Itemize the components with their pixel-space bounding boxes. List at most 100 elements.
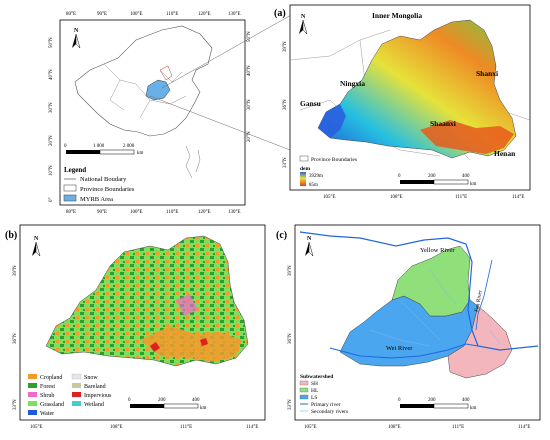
lat-tick: 10°N — [49, 165, 54, 176]
legend-entry: LS — [299, 394, 317, 401]
legend-entry: Water — [28, 410, 54, 417]
scale-unit: km — [470, 182, 477, 187]
inset-province-lines — [103, 63, 187, 119]
panel-c-label: (c) — [276, 230, 287, 241]
lat-tick: 30°N — [247, 99, 252, 110]
panel-c-scale-bar: 0 200 400 km — [398, 398, 477, 411]
inset-legend: Legend National Boudary Province Boundar… — [63, 166, 135, 203]
landuse-basin — [45, 235, 249, 367]
landuse-cropland — [140, 326, 242, 362]
lon-tick: 111°E — [452, 425, 464, 430]
panel-b-label: (b) — [5, 230, 17, 241]
panel-b-lat-ticks: 39°N 36°N 33°N — [13, 265, 18, 410]
legend-primary: Primary river — [311, 402, 341, 408]
north-arrow-icon — [72, 34, 76, 48]
lon-tick: 110°E — [166, 12, 178, 17]
panel-a: (a) N Inner Mongolia Ningxia Gansu Shanx… — [274, 4, 531, 200]
zoom-connector — [161, 9, 301, 89]
legend-entry: Bareland — [72, 383, 106, 390]
svg-text:Impervious: Impervious — [84, 393, 112, 399]
legend-boundary: Province Boundaries — [311, 157, 357, 163]
panel-c-north-arrow: N — [305, 236, 314, 257]
wei-river — [329, 343, 479, 359]
lon-tick: 80°E — [66, 12, 76, 17]
panel-b-lon-ticks: 105°E 108°E 111°E 114°E — [30, 425, 258, 430]
panel-a-label: (a) — [274, 8, 286, 19]
lat-tick: 39°N — [283, 41, 288, 52]
inset-scale-bar: 0 1 000 2 000 km — [64, 144, 144, 156]
panel-b-legend: Cropland Forest Shrub Grassland Water Sn… — [28, 373, 112, 417]
legend-entry: Wetland — [72, 401, 104, 408]
legend-entry: HL — [299, 387, 319, 394]
dem-colorbar — [300, 172, 306, 186]
dem-highland — [318, 104, 346, 138]
secondary-rivers — [369, 269, 501, 347]
lon-tick: 90°E — [97, 12, 107, 17]
myrb-highlight — [159, 65, 173, 81]
lat-tick: 33°N — [288, 399, 293, 410]
place-henan: Henan — [494, 149, 516, 158]
china-outline — [74, 25, 213, 137]
legend-item: National Boudary — [80, 176, 127, 183]
legend-dem-title: dem — [300, 166, 311, 172]
panel-a-inset: 80°E 90°E 100°E 110°E 120°E 130°E 80°E 9… — [49, 12, 252, 215]
panel-a-lat-ticks: 39°N 36°N 33°N — [283, 41, 288, 168]
legend-entry: Snow — [71, 373, 98, 381]
landuse-impervious — [150, 338, 208, 352]
lon-tick: 111°E — [455, 195, 467, 200]
place-shanxi: Shanxi — [476, 69, 498, 78]
legend-entry: Grassland — [28, 401, 64, 408]
lon-tick: 130°E — [228, 12, 241, 17]
fen-river — [475, 259, 493, 331]
lon-tick: 90°E — [97, 210, 107, 215]
subwatershed-sh — [447, 305, 513, 379]
svg-text:Grassland: Grassland — [40, 402, 64, 408]
svg-text:Bareland: Bareland — [84, 384, 106, 390]
lat-tick: 40°N — [247, 65, 252, 76]
lon-tick: 108°E — [390, 195, 403, 200]
panel-c-lat-ticks: 39°N 36°N 33°N — [288, 265, 293, 410]
legend-province-swatch — [63, 184, 77, 192]
lat-tick: 30°N — [49, 102, 54, 113]
panel-c-legend: Subwatershed SH HL LS Primary river Seco… — [299, 374, 348, 415]
north-label: N — [74, 28, 79, 34]
lon-tick: 114°E — [512, 195, 524, 200]
lon-tick: 108°E — [388, 425, 401, 430]
scale-mid: 200 — [428, 398, 436, 403]
panel-b-scale-bar: 0 200 400 km — [128, 398, 207, 411]
north-label: N — [301, 14, 306, 20]
svg-text:Water: Water — [40, 411, 54, 417]
lat-tick: 39°N — [13, 265, 18, 276]
lat-tick: 40°N — [49, 69, 54, 80]
inset-lon-ticks: 80°E 90°E 100°E 110°E 120°E 130°E 80°E 9… — [66, 12, 241, 215]
myrb-area — [145, 79, 171, 101]
svg-text:HL: HL — [311, 388, 319, 394]
place-shaanxi: Shaanxi — [430, 119, 456, 128]
lon-tick: 80°E — [66, 210, 76, 215]
label-wei-river: Wei River — [386, 345, 413, 352]
svg-text:Shrub: Shrub — [40, 393, 54, 399]
legend-entry: Forest — [28, 383, 55, 390]
lon-tick: 120°E — [198, 210, 211, 215]
legend-dem-high: 3929m — [309, 174, 323, 179]
legend-myrb-swatch — [63, 194, 77, 202]
lat-tick: 36°N — [283, 99, 288, 110]
lon-tick: 105°E — [30, 425, 43, 430]
scale-unit: km — [470, 406, 477, 411]
lon-tick: 105°E — [304, 425, 317, 430]
scale-zero: 0 — [64, 144, 67, 149]
scale-max: 400 — [462, 398, 470, 403]
lon-tick: 100°E — [130, 210, 143, 215]
svg-text:Wetland: Wetland — [84, 402, 104, 408]
scale-max: 400 — [192, 398, 200, 403]
svg-text:Snow: Snow — [84, 375, 98, 381]
legend-entry: SH — [299, 380, 318, 387]
inset-north-arrow: N — [72, 28, 81, 49]
inset-lat-ticks: 50°N 40°N 30°N 20°N 10°N 0° 50°N 40°N 30… — [49, 31, 252, 202]
lat-tick: 33°N — [13, 399, 18, 410]
lon-tick: 111°E — [180, 425, 192, 430]
north-arrow-icon — [75, 33, 81, 49]
north-label: N — [34, 236, 39, 242]
south-china-sea-islands — [185, 145, 201, 179]
place-inner-mongolia: Inner Mongolia — [372, 11, 422, 20]
